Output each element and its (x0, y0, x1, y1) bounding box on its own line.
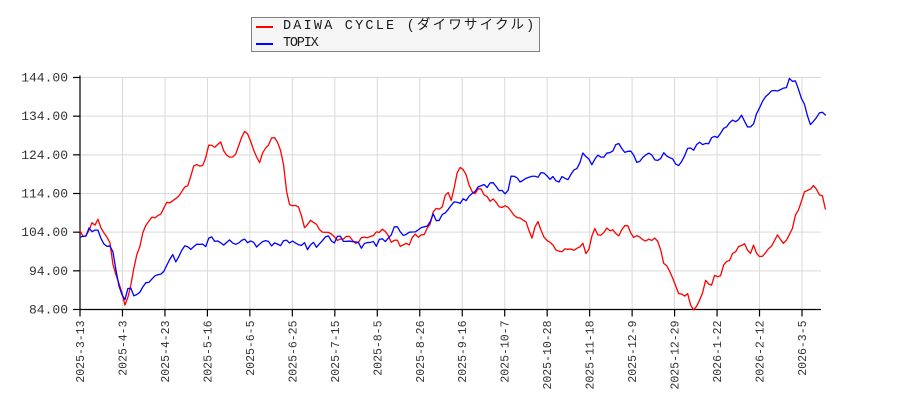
svg-text:2025-12-9: 2025-12-9 (627, 320, 640, 382)
svg-text:2025-4-23: 2025-4-23 (160, 320, 173, 382)
svg-text:2025-8-26: 2025-8-26 (415, 320, 428, 382)
svg-text:2025-4-3: 2025-4-3 (117, 320, 130, 375)
svg-text:2025-3-13: 2025-3-13 (75, 320, 88, 382)
svg-text:2026-2-12: 2026-2-12 (755, 320, 768, 382)
svg-text:2025-7-15: 2025-7-15 (330, 320, 343, 382)
svg-text:2025-5-16: 2025-5-16 (202, 320, 215, 382)
svg-text:124.00: 124.00 (21, 148, 68, 163)
svg-text:2026-3-5: 2026-3-5 (797, 320, 810, 375)
svg-text:2025-6-5: 2025-6-5 (245, 320, 258, 375)
svg-text:2025-11-18: 2025-11-18 (585, 320, 598, 389)
svg-text:2025-6-25: 2025-6-25 (287, 320, 300, 382)
svg-text:2025-8-5: 2025-8-5 (372, 320, 385, 375)
svg-text:144.00: 144.00 (21, 71, 68, 86)
svg-text:2025-9-16: 2025-9-16 (457, 320, 470, 382)
svg-text:2025-10-28: 2025-10-28 (542, 320, 555, 389)
svg-text:104.00: 104.00 (21, 225, 68, 240)
svg-text:84.00: 84.00 (29, 303, 68, 318)
svg-text:134.00: 134.00 (21, 109, 68, 124)
svg-text:94.00: 94.00 (29, 264, 68, 279)
svg-text:114.00: 114.00 (21, 187, 68, 202)
svg-text:2025-12-29: 2025-12-29 (670, 320, 683, 389)
svg-text:2026-1-22: 2026-1-22 (712, 320, 725, 382)
svg-text:2025-10-7: 2025-10-7 (500, 320, 513, 382)
